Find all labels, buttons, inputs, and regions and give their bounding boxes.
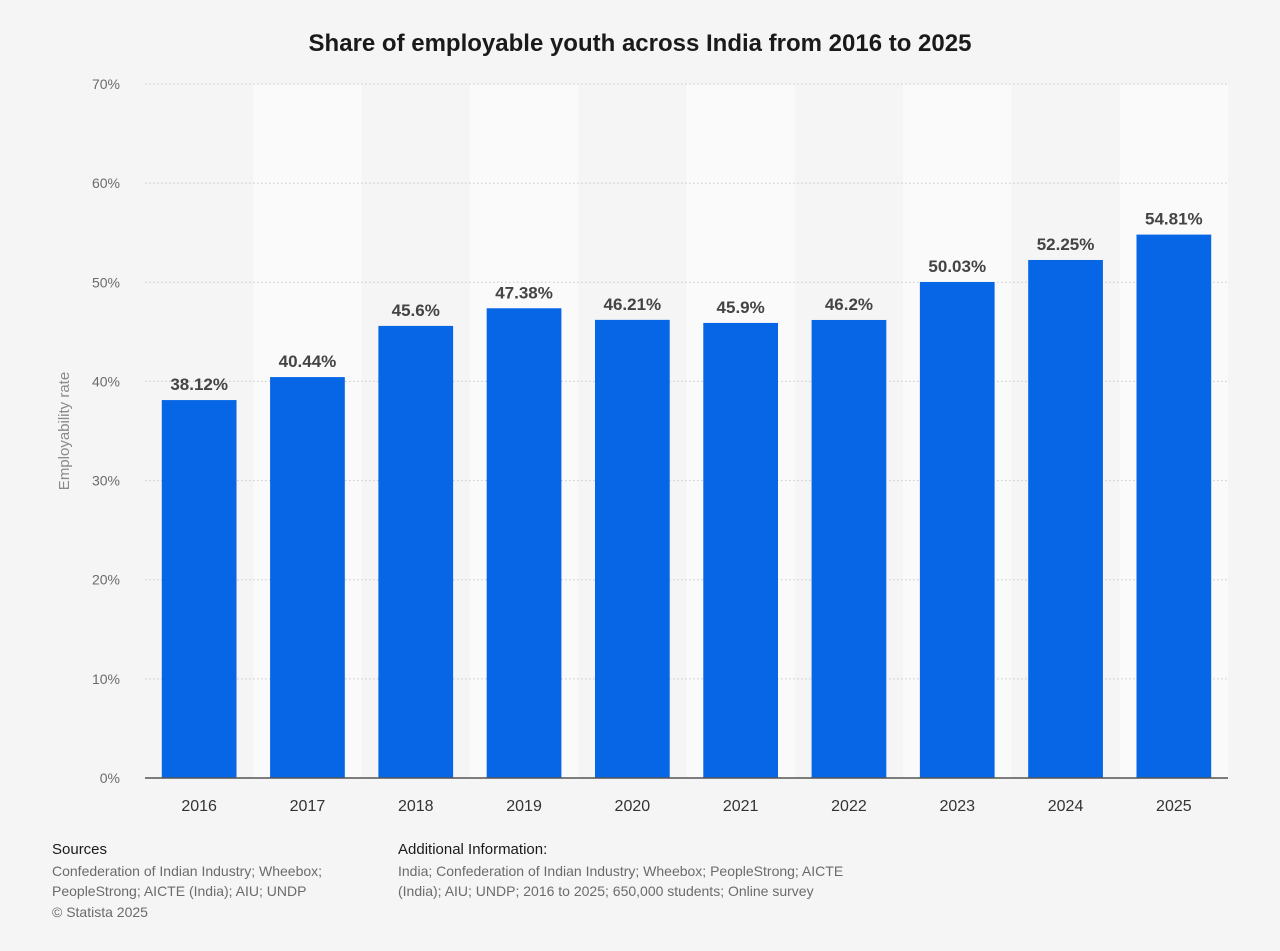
sources-line-1: Confederation of Indian Industry; Wheebo… [52,862,323,879]
x-tick-label: 2016 [181,798,217,815]
sources-line-2: PeopleStrong; AICTE (India); AIU; UNDP [52,883,307,899]
y-tick-label: 10% [92,671,120,687]
bar [270,377,345,778]
y-tick-label: 60% [92,175,120,191]
x-tick-label: 2018 [398,798,434,815]
bar [703,322,779,778]
bar [486,308,562,778]
bar [1028,259,1103,778]
bar [919,281,995,778]
info-line-1: India; Confederation of Indian Industry;… [398,862,844,879]
x-tick-label: 2017 [290,798,326,815]
copyright: © Statista 2025 [52,903,148,920]
chart-title: Share of employable youth across India f… [308,30,972,57]
x-tick-label: 2023 [939,798,975,815]
info-line-2: (India); AIU; UNDP; 2016 to 2025; 650,00… [398,883,814,899]
y-tick-label: 30% [92,473,120,489]
bar [1136,234,1212,778]
bar [594,319,670,778]
data-label: 38.12% [170,375,228,394]
x-tick-label: 2021 [723,798,759,815]
y-tick-label: 20% [92,572,120,588]
info-heading: Additional Information: [398,841,548,858]
x-tick-label: 2022 [831,798,867,815]
y-tick-label: 40% [92,373,120,389]
data-label: 54.81% [1145,210,1203,229]
bar-chart: 0% 10% 20% 30% 40% 50% 60% 70% 38.12% 2016 40.44% 2… [56,76,1228,815]
data-label: 40.44% [279,352,337,371]
data-label: 52.25% [1037,235,1095,254]
footer-sources: Sources Confederation of Indian Industry… [52,840,372,922]
y-tick-label: 0% [100,770,120,786]
data-label: 46.21% [604,295,662,314]
data-label: 47.38% [495,283,553,302]
footer-additional-info: Additional Information: India; Confedera… [398,840,898,902]
bar [161,400,237,778]
data-label: 45.6% [392,301,440,320]
data-label: 46.2% [825,295,873,314]
sources-heading: Sources [52,841,108,858]
bar [378,325,454,778]
y-axis-title: Employability rate [56,372,73,490]
y-tick-label: 50% [92,274,120,290]
x-tick-label: 2024 [1048,798,1084,815]
bar [811,319,887,778]
x-tick-label: 2025 [1156,798,1192,815]
data-label: 45.9% [717,298,765,317]
data-label: 50.03% [928,257,986,276]
y-tick-label: 70% [92,76,120,92]
x-tick-label: 2019 [506,798,542,815]
x-tick-label: 2020 [615,798,651,815]
